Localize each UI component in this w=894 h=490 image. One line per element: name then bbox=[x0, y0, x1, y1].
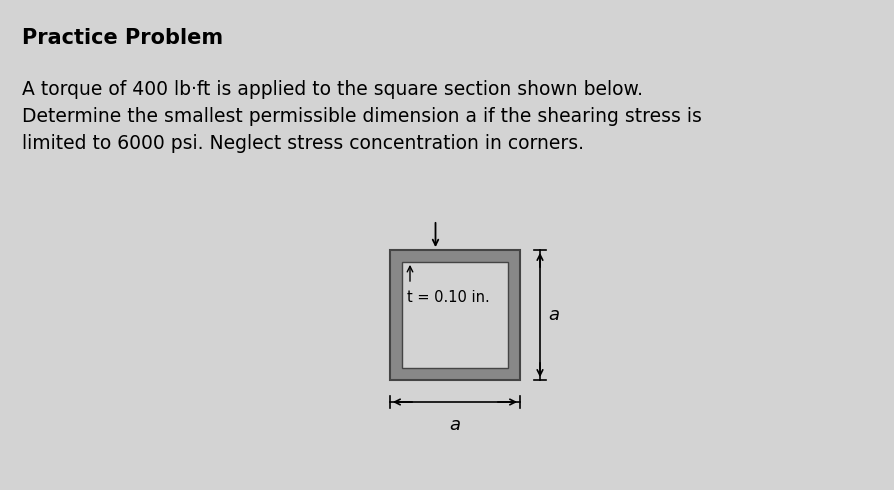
Text: a: a bbox=[450, 416, 460, 434]
Bar bbox=[390, 250, 520, 380]
Text: t = 0.10 in.: t = 0.10 in. bbox=[407, 290, 490, 305]
Text: a: a bbox=[548, 306, 559, 324]
Text: Practice Problem: Practice Problem bbox=[22, 28, 224, 48]
Text: limited to 6000 psi. Neglect stress concentration in corners.: limited to 6000 psi. Neglect stress conc… bbox=[22, 134, 584, 153]
Text: A torque of 400 lb·ft is applied to the square section shown below.: A torque of 400 lb·ft is applied to the … bbox=[22, 80, 643, 99]
Bar bbox=[402, 262, 508, 368]
Text: Determine the smallest permissible dimension a if the shearing stress is: Determine the smallest permissible dimen… bbox=[22, 107, 702, 126]
